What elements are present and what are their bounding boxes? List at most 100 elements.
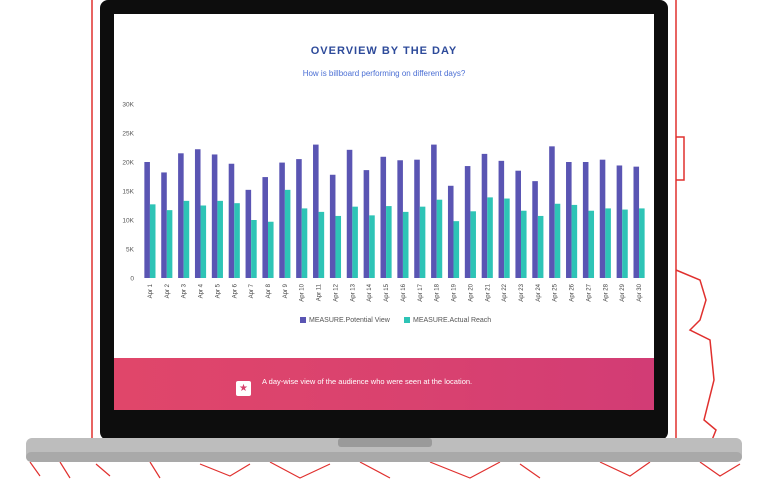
bar: [335, 215, 342, 278]
y-tick-label: 10K: [122, 218, 134, 225]
y-tick-label: 30K: [122, 102, 134, 109]
x-tick-label: Apr 18: [435, 283, 441, 301]
x-tick-label: Apr 15: [384, 283, 390, 301]
decorative-scribble: [29, 461, 741, 479]
bar: [262, 177, 268, 278]
bar: [605, 208, 611, 278]
bar: [464, 166, 471, 278]
bar: [329, 174, 336, 278]
star-icon: ★: [236, 381, 251, 396]
bar: [149, 204, 156, 278]
bar: [571, 204, 578, 278]
x-tick-label: Apr 21: [485, 283, 491, 301]
x-tick-label: Apr 6: [232, 283, 238, 298]
x-tick-label: Apr 7: [249, 283, 255, 298]
laptop-notch: [338, 438, 432, 447]
bar: [582, 162, 589, 278]
x-tick-label: Apr 3: [182, 283, 188, 298]
bar: [549, 146, 555, 278]
x-tick-label: Apr 17: [418, 283, 424, 301]
bar: [161, 172, 167, 278]
bar: [178, 153, 184, 278]
x-tick-label: Apr 27: [586, 283, 592, 301]
bar: [267, 221, 274, 278]
bar: [498, 160, 505, 278]
x-tick-label: Apr 24: [536, 283, 542, 301]
x-tick-label: Apr 5: [215, 283, 221, 298]
bar: [520, 210, 527, 278]
x-tick-label: Apr 12: [333, 283, 339, 301]
x-tick-label: Apr 16: [401, 283, 407, 301]
bar: [211, 154, 218, 278]
bar: [234, 203, 240, 278]
x-tick-label: Apr 29: [620, 283, 626, 301]
bar: [537, 215, 544, 278]
y-tick-label: 0: [130, 276, 134, 283]
bar: [599, 159, 606, 278]
bar: [313, 144, 319, 278]
bar: [487, 197, 493, 278]
y-axis: 0 5K 10K 15K 20K 25K 30K: [122, 102, 134, 283]
bar: [419, 206, 426, 278]
bar: [318, 211, 325, 278]
x-tick-label: Apr 11: [317, 283, 323, 301]
x-tick-label: Apr 10: [300, 283, 306, 301]
bar: [279, 162, 285, 278]
bar: [363, 170, 370, 278]
bar: [633, 166, 640, 278]
bar: [566, 162, 572, 278]
bar: [369, 215, 375, 278]
bar: [622, 209, 628, 278]
bar: [532, 181, 538, 278]
bar: [481, 153, 488, 278]
bar: [639, 208, 645, 278]
bar: [588, 210, 595, 278]
x-tick-label: Apr 20: [468, 283, 474, 301]
y-tick-label: 25K: [122, 131, 134, 138]
bar: [380, 156, 387, 278]
y-tick-label: 20K: [122, 160, 134, 167]
bar: [470, 211, 476, 278]
bar: [301, 208, 308, 278]
bar: [386, 206, 392, 278]
bar: [194, 149, 201, 278]
bars: [144, 144, 645, 278]
bar: [397, 160, 403, 278]
x-tick-label: Apr 19: [452, 283, 458, 301]
bar: [436, 199, 443, 278]
bar: [183, 200, 190, 278]
x-tick-label: Apr 14: [367, 283, 373, 301]
bar: [346, 149, 353, 278]
bar: [554, 203, 561, 278]
bar: [431, 144, 437, 278]
bar: [228, 163, 235, 278]
bar: [296, 159, 302, 278]
footer-banner: ★ A day-wise view of the audience who we…: [114, 358, 654, 410]
y-tick-label: 15K: [122, 189, 134, 196]
bar: [447, 185, 454, 278]
bar: [245, 189, 252, 278]
x-axis: Apr 1 Apr 2 Apr 3 Apr 4 Apr 5 Apr 6 Apr 7 Apr 8…: [148, 283, 643, 301]
x-tick-label: Apr 22: [502, 283, 508, 301]
x-tick-label: Apr 1: [148, 283, 154, 298]
y-tick-label: 5K: [126, 247, 135, 254]
x-tick-label: Apr 28: [603, 283, 609, 301]
bar: [166, 210, 173, 278]
bar: [504, 198, 510, 278]
bar: [402, 211, 409, 278]
x-tick-label: Apr 8: [266, 283, 272, 298]
bar: [352, 206, 358, 278]
legend-label: MEASURE.Actual Reach: [413, 317, 491, 324]
legend-swatch: [404, 317, 410, 323]
bar: [251, 220, 257, 278]
legend-label: MEASURE.Potential View: [309, 317, 391, 324]
footer-text: A day-wise view of the audience who were…: [262, 377, 473, 386]
x-tick-label: Apr 13: [350, 283, 356, 301]
bar: [515, 170, 521, 278]
laptop-base-shade: [26, 452, 742, 462]
bar: [414, 159, 420, 278]
chart-subtitle: How is billboard performing on different…: [302, 69, 466, 78]
chart-title: OVERVIEW BY THE DAY: [310, 45, 458, 57]
x-tick-label: Apr 30: [637, 283, 643, 301]
